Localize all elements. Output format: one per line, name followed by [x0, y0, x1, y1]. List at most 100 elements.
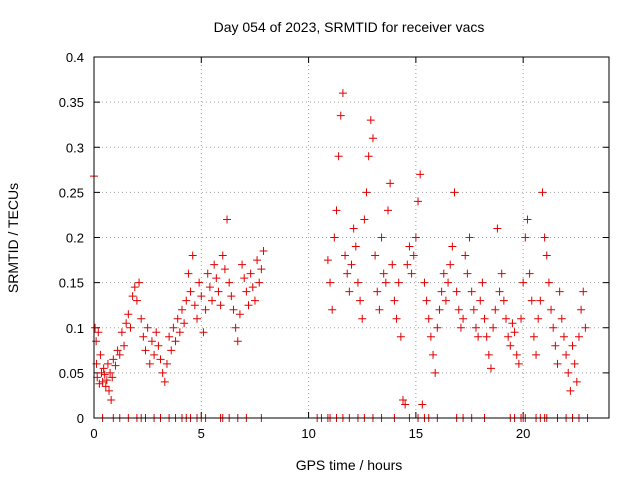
data-point	[381, 278, 390, 287]
data-point	[122, 319, 131, 328]
data-point	[429, 350, 438, 359]
data-point	[96, 350, 105, 359]
data-point	[375, 305, 384, 314]
data-point	[416, 170, 425, 179]
data-point	[489, 323, 498, 332]
chart-title: Day 054 of 2023, SRMTID for receiver vac…	[214, 19, 485, 35]
data-point	[574, 332, 583, 341]
data-point	[547, 305, 556, 314]
data-point	[478, 278, 487, 287]
data-point	[368, 134, 377, 143]
data-point	[521, 233, 530, 242]
data-point	[469, 305, 478, 314]
data-point	[484, 350, 493, 359]
data-point	[108, 373, 117, 382]
data-point	[124, 310, 133, 319]
x-tick-label: 15	[409, 426, 423, 441]
data-point	[459, 314, 468, 323]
data-point	[115, 350, 124, 359]
data-point	[128, 292, 137, 301]
data-point	[504, 332, 513, 341]
data-point	[238, 260, 247, 269]
data-point	[371, 251, 380, 260]
data-point	[514, 359, 523, 368]
data-point	[205, 283, 214, 292]
data-point	[499, 296, 508, 305]
data-point	[246, 269, 255, 278]
data-point	[326, 278, 335, 287]
data-point	[392, 314, 401, 323]
data-point	[257, 265, 266, 274]
data-point	[383, 206, 392, 215]
data-point	[235, 310, 244, 319]
data-point	[141, 346, 150, 355]
data-point	[405, 242, 414, 251]
data-point	[103, 359, 112, 368]
data-point	[351, 242, 360, 251]
data-point	[338, 89, 347, 98]
data-point	[105, 386, 114, 395]
data-point	[474, 332, 483, 341]
data-point	[242, 287, 251, 296]
data-point	[328, 305, 337, 314]
data-point	[147, 337, 156, 346]
data-point	[353, 278, 362, 287]
data-point	[210, 260, 219, 269]
data-point	[461, 251, 470, 260]
data-point	[420, 278, 429, 287]
data-point	[433, 323, 442, 332]
data-point	[486, 364, 495, 373]
data-point	[379, 269, 388, 278]
data-point	[532, 350, 541, 359]
data-point	[182, 296, 191, 305]
data-point	[109, 355, 118, 364]
data-point	[345, 287, 354, 296]
y-tick-label: 0.25	[59, 185, 84, 200]
data-point	[107, 395, 116, 404]
data-point	[463, 269, 472, 278]
data-point	[439, 269, 448, 278]
data-point	[197, 292, 206, 301]
data-point	[448, 242, 457, 251]
y-tick-label: 0.2	[66, 231, 84, 246]
data-point	[407, 269, 416, 278]
data-point	[188, 251, 197, 260]
data-point	[366, 116, 375, 125]
data-point	[137, 314, 146, 323]
data-point	[248, 283, 257, 292]
data-point	[190, 301, 199, 310]
data-point	[101, 382, 110, 391]
data-point	[551, 341, 560, 350]
x-tick-label: 5	[198, 426, 205, 441]
data-point	[358, 314, 367, 323]
data-point	[229, 305, 238, 314]
data-point	[220, 265, 229, 274]
x-tick-label: 0	[90, 426, 97, 441]
data-point	[99, 364, 108, 373]
data-point	[349, 224, 358, 233]
data-point	[132, 296, 141, 305]
data-point	[555, 287, 564, 296]
data-point	[491, 305, 500, 314]
data-point	[441, 296, 450, 305]
data-point	[362, 188, 371, 197]
data-point	[390, 296, 399, 305]
data-point	[512, 350, 521, 359]
data-point	[102, 376, 111, 385]
data-point	[160, 377, 169, 386]
x-tick-label: 20	[516, 426, 530, 441]
data-point	[201, 305, 210, 314]
data-point	[510, 328, 519, 337]
data-point	[480, 314, 489, 323]
data-point	[566, 386, 575, 395]
data-point	[212, 274, 221, 283]
x-tick-labels: 0 5 10 15 20	[90, 426, 530, 441]
data-point	[334, 152, 343, 161]
y-tick-label: 0.05	[59, 366, 84, 381]
data-point	[493, 224, 502, 233]
data-point	[452, 287, 461, 296]
x-tick-label: 10	[301, 426, 315, 441]
data-point	[523, 215, 532, 224]
